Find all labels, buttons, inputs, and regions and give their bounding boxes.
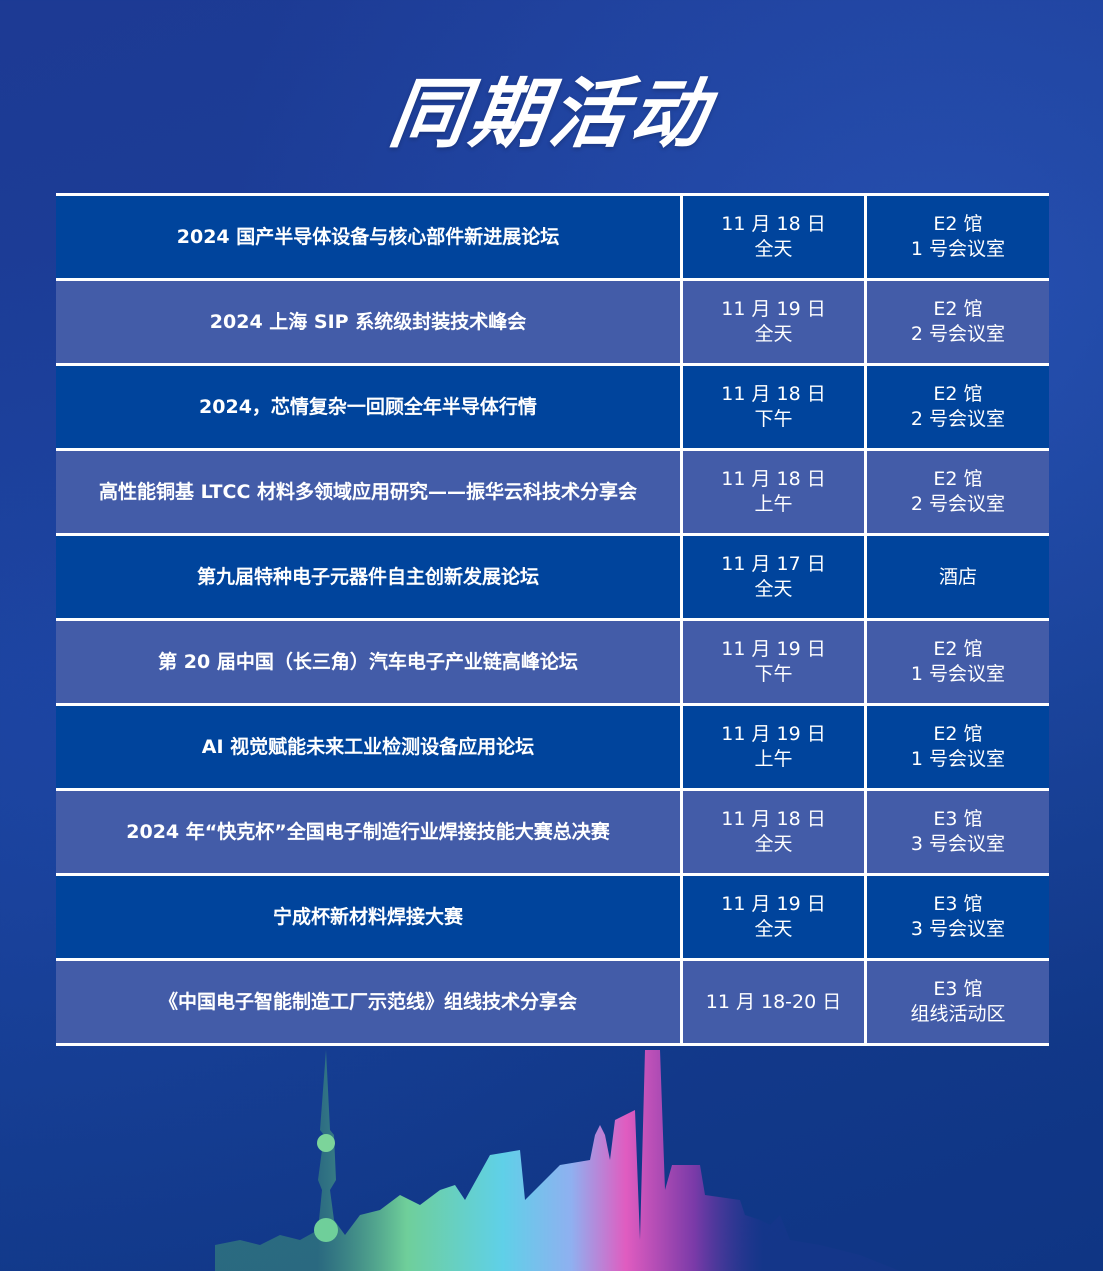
event-name-cell: 2024，芯情复杂一回顾全年半导体行情	[56, 363, 682, 450]
event-hall: E3 馆	[933, 808, 983, 830]
event-hall: E2 馆	[933, 298, 983, 320]
table-row: 《中国电子智能制造工厂示范线》组线技术分享会 11 月 18-20 日 E3 馆组线…	[56, 958, 1049, 1045]
event-date-cell: 11 月 19 日全天	[680, 278, 866, 365]
event-venue-cell: E2 馆 2 号会议室	[864, 448, 1049, 535]
event-venue-cell: E2 馆 2 号会议室	[864, 278, 1049, 365]
event-hall: E2 馆	[933, 638, 983, 660]
table-row: 高性能铜基 LTCC 材料多领域应用研究——振华云科技术分享会 11 月 18 日…	[56, 448, 1049, 535]
event-date-cell: 11 月 18 日上午	[680, 448, 866, 535]
event-time: 全天	[754, 833, 793, 855]
event-room: 3 号会议室	[910, 918, 1006, 940]
event-hall: E2 馆	[933, 213, 983, 235]
event-date: 11 月 18 日	[721, 808, 826, 830]
event-name-cell: AI 视觉赋能未来工业检测设备应用论坛	[56, 703, 682, 790]
event-date: 11 月 19 日	[721, 298, 826, 320]
event-name-cell: 第 20 届中国（长三角）汽车电子产业链高峰论坛	[56, 618, 682, 705]
event-room: 组线活动区	[910, 1003, 1006, 1025]
event-time: 全天	[754, 918, 793, 940]
event-venue-cell: E2 馆 2 号会议室	[864, 363, 1049, 450]
event-time: 下午	[754, 408, 793, 430]
event-date: 11 月 17 日	[721, 553, 826, 575]
event-date: 11 月 19 日	[721, 723, 826, 745]
event-room: 3 号会议室	[910, 833, 1006, 855]
event-name-cell: 《中国电子智能制造工厂示范线》组线技术分享会	[56, 958, 682, 1045]
event-date: 11 月 18 日	[721, 383, 826, 405]
event-hall: 酒店	[938, 565, 977, 588]
event-room: 1 号会议室	[910, 748, 1006, 770]
event-name: 《中国电子智能制造工厂示范线》组线技术分享会	[158, 990, 577, 1013]
event-venue-cell: E3 馆 3 号会议室	[864, 788, 1049, 875]
event-hall: E3 馆	[933, 893, 983, 915]
page-title: 同期活动	[384, 69, 717, 158]
event-name-cell: 2024 年“快克杯”全国电子制造行业焊接技能大赛总决赛	[56, 788, 682, 875]
event-date-cell: 11 月 18 日下午	[680, 363, 866, 450]
table-row: AI 视觉赋能未来工业检测设备应用论坛 11 月 19 日上午 E2 馆 1 号会议室	[56, 703, 1049, 790]
table-row: 第 20 届中国（长三角）汽车电子产业链高峰论坛 11 月 19 日下午 E2 馆 1…	[56, 618, 1049, 705]
event-time: 全天	[754, 238, 793, 260]
event-venue-cell: E3 馆组线活动区	[864, 958, 1049, 1045]
event-date-cell: 11 月 18 日全天	[680, 193, 866, 280]
event-venue-cell: 酒店	[864, 533, 1049, 620]
event-time: 上午	[754, 748, 793, 770]
shanghai-skyline-illustration	[215, 1050, 900, 1271]
table-row: 2024 国产半导体设备与核心部件新进展论坛 11 月 18 日全天 E2 馆 1 号…	[56, 193, 1049, 280]
event-name: 高性能铜基 LTCC 材料多领域应用研究——振华云科技术分享会	[98, 480, 638, 503]
event-name: 2024，芯情复杂一回顾全年半导体行情	[199, 395, 537, 418]
event-date: 11 月 18 日	[721, 468, 826, 490]
event-date-cell: 11 月 18-20 日	[680, 958, 866, 1045]
event-date: 11 月 19 日	[721, 638, 826, 660]
event-name-cell: 2024 上海 SIP 系统级封装技术峰会	[56, 278, 682, 365]
event-date: 11 月 19 日	[721, 893, 826, 915]
table-row: 2024，芯情复杂一回顾全年半导体行情 11 月 18 日下午 E2 馆 2 号会议室	[56, 363, 1049, 450]
event-time: 全天	[754, 578, 793, 600]
event-date-cell: 11 月 17 日全天	[680, 533, 866, 620]
event-name: 宁成杯新材料焊接大赛	[272, 905, 463, 928]
event-hall: E2 馆	[933, 383, 983, 405]
event-name-cell: 第九届特种电子元器件自主创新发展论坛	[56, 533, 682, 620]
event-name: 2024 年“快克杯”全国电子制造行业焊接技能大赛总决赛	[126, 820, 610, 843]
event-name: 2024 上海 SIP 系统级封装技术峰会	[209, 310, 527, 333]
event-name: 2024 国产半导体设备与核心部件新进展论坛	[176, 225, 560, 248]
event-hall: E2 馆	[933, 723, 983, 745]
event-venue-cell: E2 馆 1 号会议室	[864, 703, 1049, 790]
table-row: 第九届特种电子元器件自主创新发展论坛 11 月 17 日全天 酒店	[56, 533, 1049, 620]
event-time: 下午	[754, 663, 793, 685]
event-hall: E2 馆	[933, 468, 983, 490]
event-date-cell: 11 月 18 日全天	[680, 788, 866, 875]
event-room: 1 号会议室	[910, 663, 1006, 685]
event-hall: E3 馆	[933, 978, 983, 1000]
event-room: 2 号会议室	[910, 493, 1006, 515]
table-row: 2024 上海 SIP 系统级封装技术峰会 11 月 19 日全天 E2 馆 2 号会…	[56, 278, 1049, 365]
event-name-cell: 2024 国产半导体设备与核心部件新进展论坛	[56, 193, 682, 280]
event-time: 全天	[754, 323, 793, 345]
event-name-cell: 高性能铜基 LTCC 材料多领域应用研究——振华云科技术分享会	[56, 448, 682, 535]
event-room: 2 号会议室	[910, 323, 1006, 345]
event-name: AI 视觉赋能未来工业检测设备应用论坛	[201, 735, 535, 758]
event-time: 上午	[754, 493, 793, 515]
event-name-cell: 宁成杯新材料焊接大赛	[56, 873, 682, 960]
event-name: 第九届特种电子元器件自主创新发展论坛	[196, 565, 539, 588]
event-date-cell: 11 月 19 日全天	[680, 873, 866, 960]
events-table: 2024 国产半导体设备与核心部件新进展论坛 11 月 18 日全天 E2 馆 1 号…	[56, 193, 1049, 1046]
event-venue-cell: E2 馆 1 号会议室	[864, 193, 1049, 280]
event-room: 2 号会议室	[910, 408, 1006, 430]
table-row: 2024 年“快克杯”全国电子制造行业焊接技能大赛总决赛 11 月 18 日全天 E…	[56, 788, 1049, 875]
event-date: 11 月 18-20 日	[705, 990, 842, 1013]
event-name: 第 20 届中国（长三角）汽车电子产业链高峰论坛	[158, 650, 578, 673]
event-venue-cell: E3 馆 3 号会议室	[864, 873, 1049, 960]
event-venue-cell: E2 馆 1 号会议室	[864, 618, 1049, 705]
event-date-cell: 11 月 19 日下午	[680, 618, 866, 705]
table-row: 宁成杯新材料焊接大赛 11 月 19 日全天 E3 馆 3 号会议室	[56, 873, 1049, 960]
event-date: 11 月 18 日	[721, 213, 826, 235]
event-room: 1 号会议室	[910, 238, 1006, 260]
event-date-cell: 11 月 19 日上午	[680, 703, 866, 790]
